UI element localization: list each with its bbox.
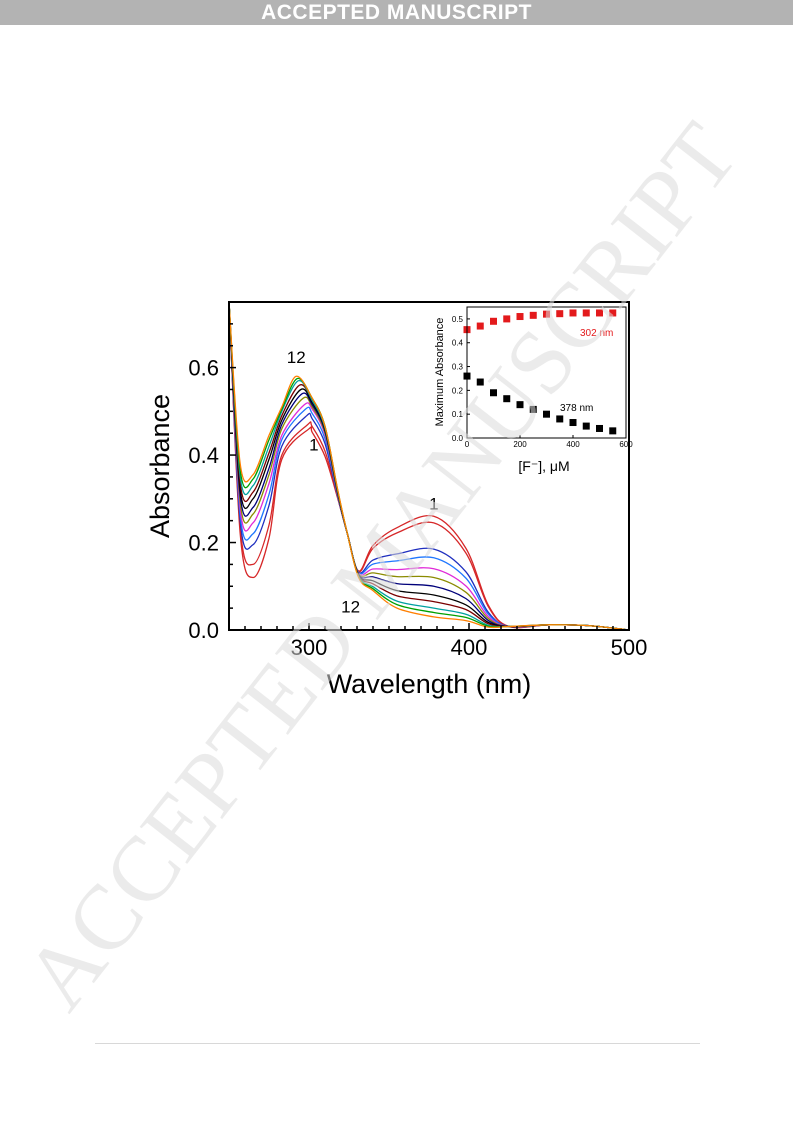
inset-point-378nm bbox=[556, 415, 564, 423]
curve-number-label: 12 bbox=[341, 598, 360, 617]
inset-background bbox=[466, 306, 626, 438]
inset-point-378nm bbox=[596, 424, 603, 432]
inset-x-axis-label: [F⁻], μM bbox=[518, 458, 569, 474]
spectrum-curve-12 bbox=[228, 301, 630, 631]
inset-y-axis-label: Maximum Absorbance bbox=[434, 318, 446, 427]
inset-point-302nm bbox=[490, 317, 497, 325]
inset-point-302nm bbox=[529, 311, 537, 319]
inset-series-label-302: 302 nm bbox=[580, 328, 613, 339]
inset-chart: 0 200 400 600 0.0 0.1 0.2 0.3 0.4 0.5 302 nm 378 … bbox=[434, 306, 633, 474]
inset-y-tick-label: 0.1 bbox=[452, 410, 464, 419]
footer-divider bbox=[95, 1043, 700, 1044]
x-tick-label: 300 bbox=[291, 635, 328, 660]
inset-point-302nm bbox=[582, 309, 590, 317]
inset-x-tick-label: 400 bbox=[566, 440, 580, 449]
main-spectrum-chart: 300 400 500 0.0 0.2 0.4 0.6 12 1 1 12 Wavelength … bbox=[145, 301, 648, 699]
inset-point-302nm bbox=[543, 310, 550, 318]
inset-point-302nm bbox=[596, 309, 603, 317]
inset-point-302nm bbox=[556, 310, 564, 318]
inset-x-tick-label: 200 bbox=[513, 440, 527, 449]
main-plot-frame bbox=[228, 301, 630, 631]
inset-point-378nm bbox=[543, 410, 550, 418]
inset-y-tick-label: 0.5 bbox=[452, 315, 464, 324]
inset-point-302nm bbox=[569, 309, 577, 317]
inset-point-302nm bbox=[516, 313, 524, 321]
inset-plot-frame bbox=[466, 306, 627, 439]
inset-point-378nm bbox=[529, 405, 537, 413]
x-tick-label: 400 bbox=[451, 635, 488, 660]
inset-point-302nm bbox=[609, 309, 617, 317]
inset-point-378nm bbox=[569, 419, 577, 427]
curve-number-label: 1 bbox=[429, 495, 438, 514]
inset-y-tick-label: 0.2 bbox=[452, 386, 464, 395]
x-axis-label: Wavelength (nm) bbox=[327, 669, 532, 699]
spectrum-curves bbox=[228, 301, 630, 631]
x-tick-label: 500 bbox=[611, 635, 648, 660]
y-axis-label: Absorbance bbox=[145, 394, 175, 538]
y-tick-label: 0.6 bbox=[188, 356, 219, 381]
y-tick-label: 0.0 bbox=[188, 618, 219, 643]
y-tick-label: 0.2 bbox=[188, 531, 219, 556]
curve-number-label: 1 bbox=[309, 436, 318, 455]
inset-y-tick-label: 0.0 bbox=[452, 434, 464, 443]
inset-series-label-378: 378 nm bbox=[560, 403, 593, 414]
inset-point-302nm bbox=[476, 322, 484, 330]
y-tick-label: 0.4 bbox=[188, 443, 219, 468]
curve-annotations: 12 1 1 12 bbox=[287, 348, 439, 616]
curve-number-label: 12 bbox=[287, 348, 306, 367]
inset-point-378nm bbox=[516, 401, 524, 409]
inset-point-378nm bbox=[582, 422, 590, 430]
inset-point-378nm bbox=[476, 378, 484, 386]
accepted-manuscript-banner: ACCEPTED MANUSCRIPT bbox=[0, 0, 793, 25]
inset-x-tick-label: 600 bbox=[619, 440, 633, 449]
inset-y-tick-label: 0.4 bbox=[452, 339, 464, 348]
inset-x-tick-label: 0 bbox=[465, 440, 470, 449]
inset-points bbox=[463, 309, 617, 435]
inset-point-378nm bbox=[609, 427, 617, 435]
inset-point-378nm bbox=[503, 395, 511, 403]
inset-y-tick-label: 0.3 bbox=[452, 363, 464, 372]
inset-point-302nm bbox=[503, 315, 511, 323]
inset-point-378nm bbox=[490, 389, 497, 397]
